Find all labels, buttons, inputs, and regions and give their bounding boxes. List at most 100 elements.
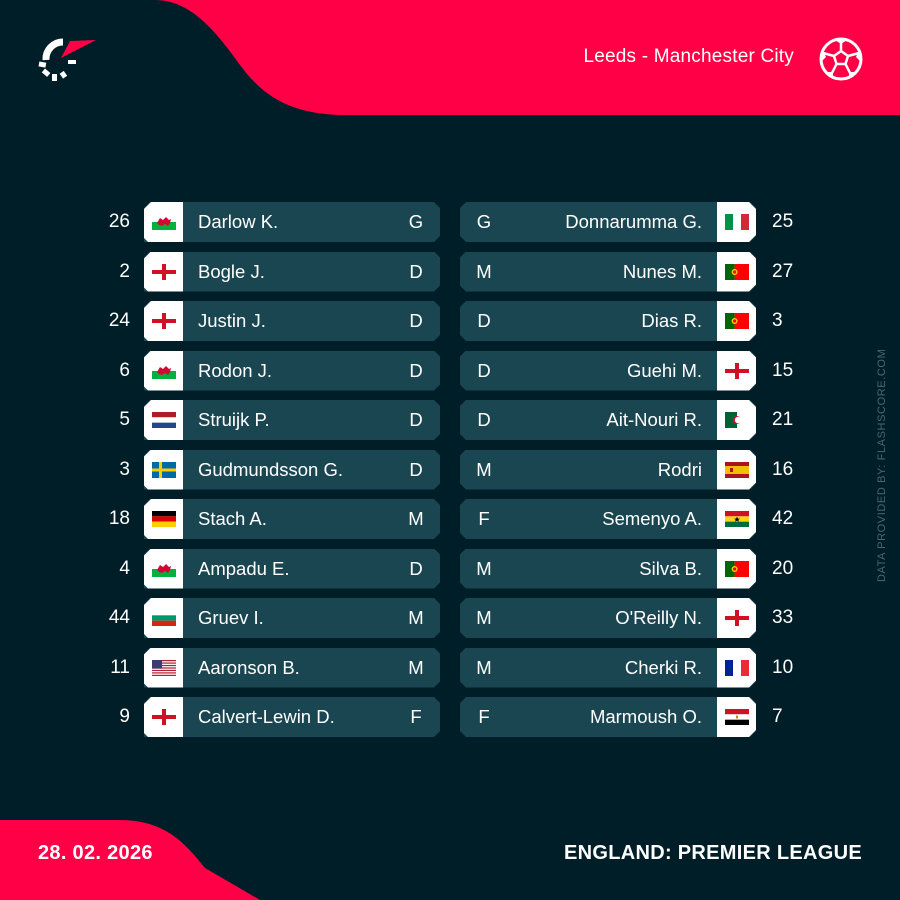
player-bar [460,449,756,490]
player-position: F [478,508,490,529]
england-flag-icon [724,610,749,626]
shirt-number: 42 [772,508,794,529]
data-credit: DATA PROVIDED BY: FLASHSCORE.COM [876,348,888,582]
away-player-row: 7 Marmoush O. F [460,697,800,737]
shirt-number: 21 [772,409,794,430]
player-bar [460,548,756,589]
away-player-row: 21 Ait-Nouri R. D [460,400,800,440]
player-bar [144,202,440,242]
player-position: M [408,656,424,678]
player-name: Donnarumma G. [565,211,702,232]
england-flag-icon [151,313,176,329]
match-date: 28. 02. 2026 [38,842,153,864]
shirt-number: 20 [772,557,794,579]
player-position: D [409,409,423,430]
spain-flag-icon [724,461,749,478]
player-position: D [409,458,423,480]
nationality-flag [144,251,183,292]
shirt-number: 5 [119,409,130,430]
shirt-number: 9 [119,706,130,727]
wales-flag-icon [151,362,176,379]
portugal-flag-icon [724,313,749,329]
player-name: Rodri [657,458,702,480]
shirt-number: 3 [772,310,783,331]
player-name: Nunes M. [622,260,702,282]
player-bar [460,350,756,391]
away-player-row: 15 Guehi M. D [460,350,800,391]
player-bar [144,647,440,688]
italy-flag-icon [724,214,749,230]
player-name: Semenyo A. [602,508,702,529]
home-player-row: 5 Struijk P. D [90,400,440,440]
player-position: M [476,458,492,480]
shirt-number: 25 [772,211,794,232]
player-name: Dias R. [641,310,702,331]
home-player-row: 4 Ampadu E. D [90,548,440,589]
player-position: M [476,607,492,628]
player-position: D [409,359,423,381]
player-position: F [410,706,422,727]
player-bar [460,647,756,688]
shirt-number: 10 [772,656,794,678]
away-player-row: 20 Silva B. M [460,548,800,589]
player-position: M [476,557,492,579]
nationality-flag [717,449,756,490]
home-player-row: 6 Rodon J. D [90,350,440,391]
shirt-number: 15 [772,359,794,381]
player-name: Cherki R. [624,656,702,678]
player-position: D [477,359,491,381]
shirt-number: 26 [108,211,130,232]
player-position: F [478,706,490,727]
player-name: Stach A. [198,508,267,529]
away-player-row: 16 Rodri M [460,449,800,490]
shirt-number: 18 [108,508,130,529]
home-player-row: 9 Calvert-Lewin D. F [90,697,440,737]
away-player-row: 27 Nunes M. M [460,251,800,292]
player-name: Rodon J. [198,359,273,381]
player-position: M [408,508,424,529]
player-name: Gruev I. [198,607,264,628]
germany-flag-icon [151,511,176,527]
footer-red-wave [0,820,260,900]
player-bar [460,697,756,737]
player-position: D [409,310,423,331]
away-player-row: 42 Semenyo A. F [460,499,800,539]
shirt-number: 27 [772,260,794,282]
home-player-row: 18 Stach A. M [90,499,440,539]
england-flag-icon [151,709,176,725]
player-position: D [409,557,423,579]
shirt-number: 16 [772,458,794,480]
home-player-row: 44 Gruev I. M [90,598,440,638]
player-name: Struijk P. [198,409,270,430]
nationality-flag [144,647,183,688]
player-bar [460,499,756,539]
nationality-flag [717,350,756,391]
nationality-flag [144,598,183,638]
nationality-flag [717,598,756,638]
flashscore-logo-icon [38,38,96,81]
player-position: D [477,310,491,331]
nationality-flag [717,647,756,688]
away-player-row: 10 Cherki R. M [460,647,800,688]
player-bar [460,301,756,341]
player-name: Bogle J. [198,260,265,282]
shirt-number: 24 [108,310,130,331]
player-bar [144,697,440,737]
player-name: Justin J. [198,310,266,331]
nationality-flag [144,449,183,490]
home-player-row: 26 Darlow K. G [90,202,440,242]
nationality-flag [717,400,756,440]
home-player-row: 24 Justin J. D [90,301,440,341]
nationality-flag [144,499,183,539]
ghana-flag-icon [724,511,749,527]
shirt-number: 3 [119,458,130,480]
home-player-row: 11 Aaronson B. M [90,647,440,688]
player-name: Gudmundsson G. [198,458,343,480]
usa-flag-icon [151,659,176,676]
nationality-flag [717,251,756,292]
france-flag-icon [724,659,749,676]
player-bar [144,449,440,490]
away-player-row: 25 Donnarumma G. G [460,202,800,242]
player-bar [144,400,440,440]
home-player-row: 3 Gudmundsson G. D [90,449,440,490]
